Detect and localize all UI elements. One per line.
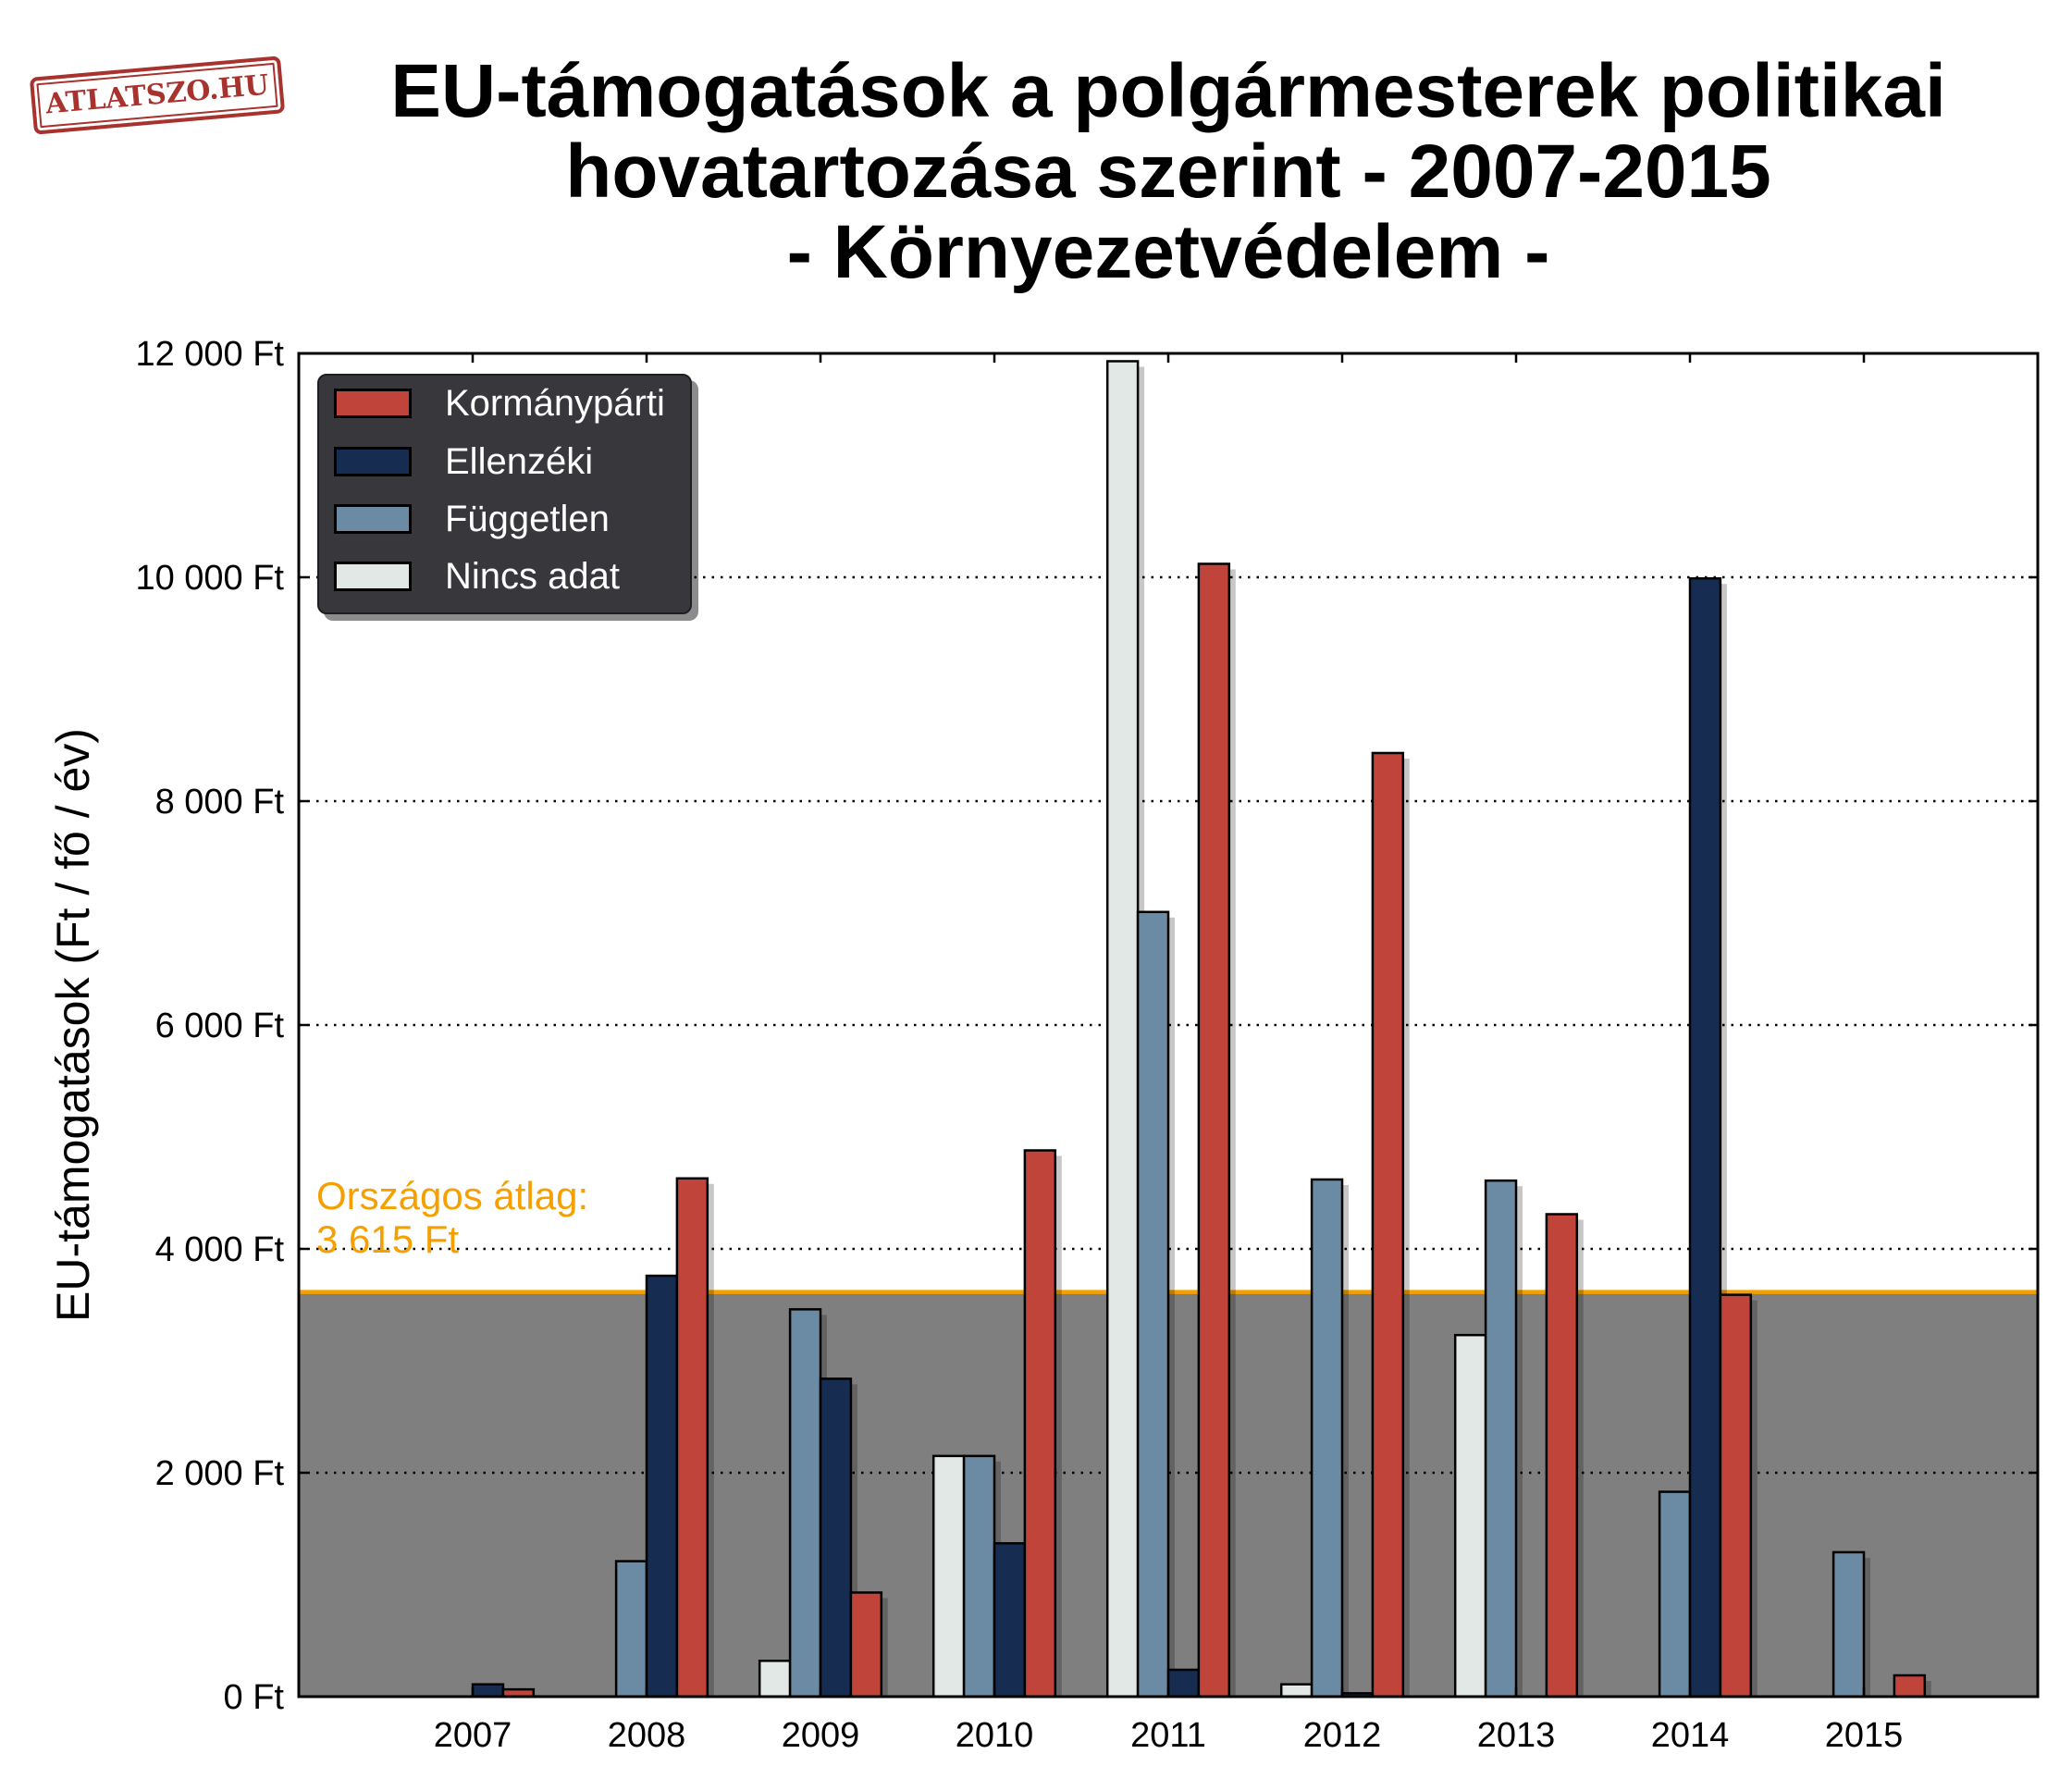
bar-2015-kormanyparti (1893, 1674, 1927, 1697)
x-tick-label: 2007 (434, 1716, 512, 1755)
y-tick-label: 4 000 Ft (155, 1230, 285, 1269)
average-label-line-2: 3 615 Ft (316, 1217, 459, 1261)
plot-area (299, 360, 2038, 1697)
x-tick-label: 2015 (1825, 1716, 1904, 1755)
bar-2013-nincs-adat (1453, 1333, 1487, 1697)
bar-2010-nincs-adat (931, 1454, 966, 1697)
bar-2010-fuggetlen (962, 1454, 996, 1697)
bar-2014-kormanyparti (1719, 1293, 1753, 1697)
chart-title: EU-támogatások a polgármesterek politika… (299, 51, 2038, 292)
bar-2012-kormanyparti (1371, 751, 1405, 1697)
y-tick-label: 6 000 Ft (155, 1007, 285, 1045)
average-label-line-1: Országos átlag: (316, 1174, 588, 1217)
x-tick-label: 2009 (782, 1716, 860, 1755)
x-tick-label: 2011 (1130, 1716, 1206, 1755)
legend-label-kormanyparti: Kormánypárti (445, 382, 665, 424)
legend-swatch-kormanyparti (334, 389, 412, 418)
bar-2011-ellenzeki (1166, 1668, 1201, 1697)
bar-2014-fuggetlen (1658, 1490, 1692, 1697)
bar-2007-kormanyparti (501, 1687, 536, 1697)
x-tick-label: 2014 (1651, 1716, 1730, 1755)
bar-2015-fuggetlen (1832, 1550, 1866, 1697)
bar-2013-kormanyparti (1545, 1213, 1579, 1697)
legend-swatch-fuggetlen (334, 504, 412, 534)
bar-2013-fuggetlen (1484, 1179, 1518, 1697)
bar-2009-ellenzeki (819, 1377, 853, 1697)
legend-item-ellenzeki: Ellenzéki (334, 440, 594, 482)
bar-2008-fuggetlen (614, 1560, 648, 1697)
legend-label-nincs-adat: Nincs adat (445, 555, 620, 597)
bar-2012-fuggetlen (1310, 1178, 1344, 1697)
legend-swatch-ellenzeki (334, 447, 412, 476)
bar-2011-kormanyparti (1197, 562, 1231, 1697)
x-tick-label: 2010 (956, 1716, 1034, 1755)
bar-2009-fuggetlen (788, 1308, 822, 1697)
bar-2011-fuggetlen (1136, 910, 1170, 1697)
y-tick-label: 8 000 Ft (155, 783, 285, 821)
bar-2009-nincs-adat (758, 1660, 792, 1697)
legend-label-ellenzeki: Ellenzéki (445, 440, 594, 482)
x-tick-label: 2012 (1303, 1716, 1382, 1755)
legend-item-kormanyparti: Kormánypárti (334, 382, 665, 424)
legend-label-fuggetlen: Független (445, 498, 610, 539)
chart-legend: Kormánypárti Ellenzéki Független Nincs a… (317, 374, 692, 614)
bar-2014-ellenzeki (1688, 576, 1722, 1697)
y-tick-label: 0 Ft (224, 1678, 285, 1717)
x-tick-label: 2013 (1477, 1716, 1556, 1755)
bar-2008-kormanyparti (675, 1177, 709, 1697)
y-tick-label: 2 000 Ft (155, 1454, 285, 1493)
y-axis-label: EU-támogatások (Ft / fő / év) (47, 728, 99, 1322)
bar-2010-ellenzeki (993, 1541, 1027, 1697)
legend-item-nincs-adat: Nincs adat (334, 555, 620, 597)
x-tick-label: 2008 (608, 1716, 686, 1755)
axes-frame (297, 352, 2040, 1698)
y-tick-label: 12 000 Ft (135, 335, 284, 374)
bar-2008-ellenzeki (645, 1274, 679, 1697)
bar-2007-ellenzeki (471, 1683, 505, 1697)
y-tick-label: 10 000 Ft (135, 559, 284, 598)
chart-title-line-3: - Környezetvédelem - (786, 210, 1550, 294)
legend-swatch-nincs-adat (334, 562, 412, 591)
bar-2011-nincs-adat (1105, 360, 1140, 1697)
bar-2012-nincs-adat (1279, 1683, 1314, 1697)
bar-2009-kormanyparti (849, 1591, 883, 1697)
legend-item-fuggetlen: Független (334, 498, 610, 539)
bar-2010-kormanyparti (1023, 1149, 1057, 1697)
chart-title-line-2: hovatartozása szerint - 2007-2015 (565, 130, 1771, 214)
chart-title-line-1: EU-támogatások a polgármesterek politika… (390, 49, 1946, 133)
